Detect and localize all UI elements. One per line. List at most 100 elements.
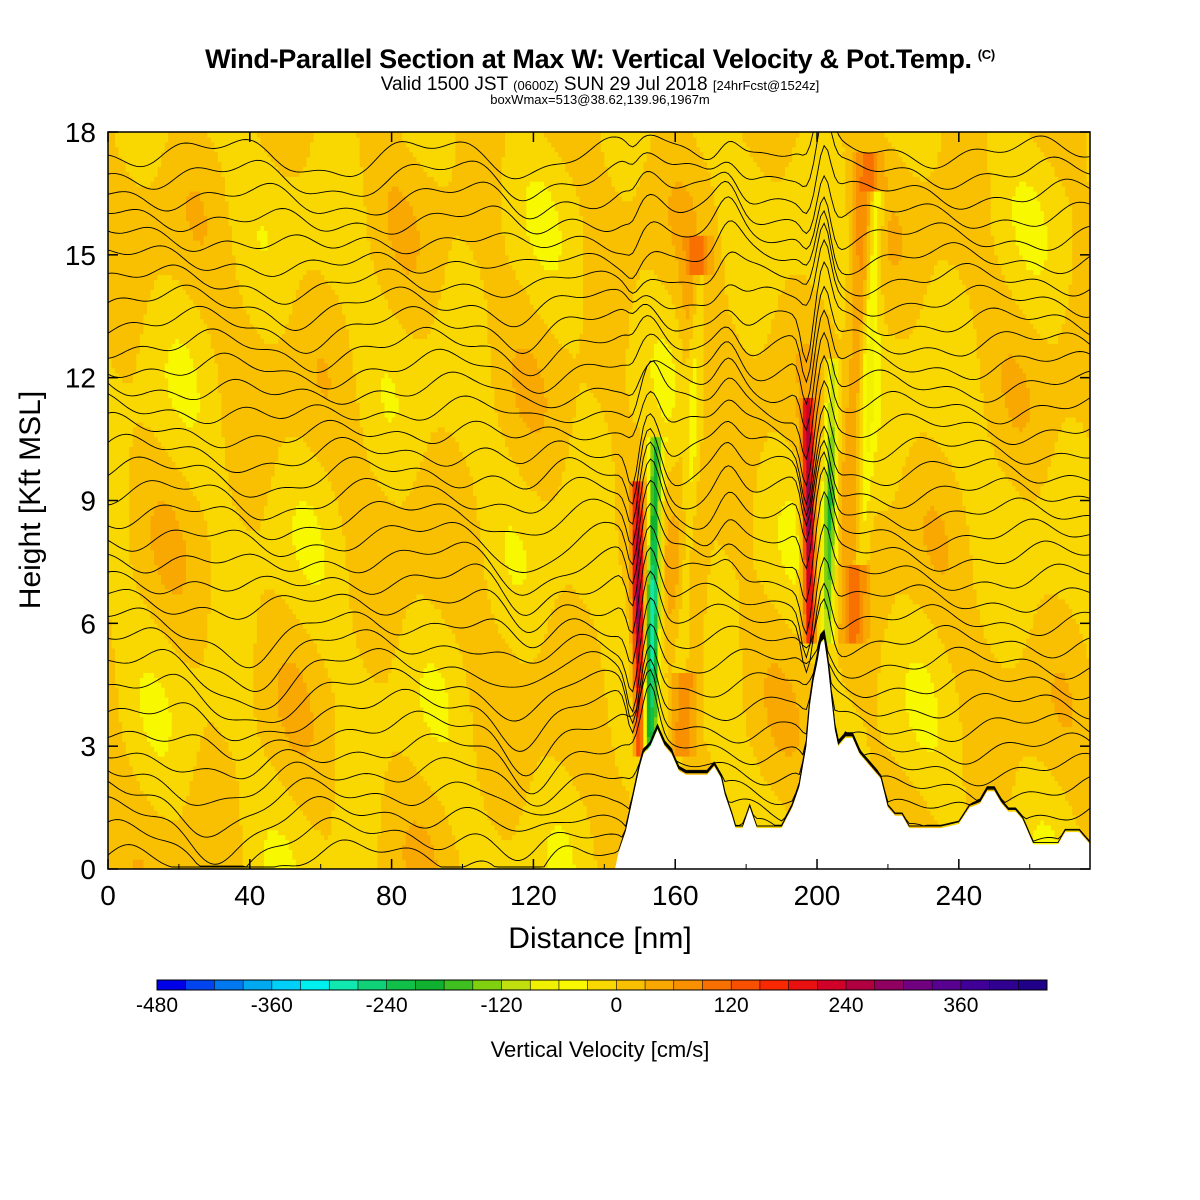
velocity-cell [157, 854, 162, 860]
velocity-cell [214, 549, 219, 556]
velocity-cell [207, 141, 212, 148]
velocity-cell [168, 323, 173, 330]
velocity-cell [207, 353, 212, 359]
velocity-cell [129, 230, 134, 236]
velocity-cell [175, 579, 180, 585]
velocity-cell [182, 638, 187, 644]
velocity-cell [118, 313, 123, 320]
velocity-cell [111, 294, 116, 300]
velocity-cell [129, 166, 134, 172]
velocity-cell [171, 726, 176, 733]
velocity-cell [217, 608, 223, 615]
velocity-cell [136, 677, 141, 683]
velocity-cell [136, 186, 141, 192]
velocity-cell [164, 343, 169, 349]
velocity-cell [129, 726, 134, 733]
velocity-cell [164, 569, 169, 575]
velocity-cell [136, 716, 141, 723]
velocity-cell [193, 711, 198, 718]
velocity-cell [136, 751, 141, 757]
velocity-cell [185, 623, 191, 629]
velocity-cell [210, 284, 215, 290]
velocity-cell [129, 426, 134, 433]
velocity-cell [171, 195, 176, 202]
velocity-cell [210, 800, 215, 806]
velocity-cell [136, 289, 141, 295]
velocity-cell [108, 284, 113, 290]
velocity-cell [136, 746, 141, 752]
velocity-cell [143, 333, 148, 339]
velocity-cell [214, 559, 219, 565]
velocity-cell [139, 235, 145, 241]
velocity-cell [161, 490, 166, 497]
velocity-cell [147, 593, 152, 600]
velocity-cell [210, 367, 215, 374]
velocity-cell [217, 397, 223, 403]
velocity-cell [132, 245, 137, 251]
velocity-cell [189, 549, 194, 556]
velocity-cell [207, 593, 212, 600]
velocity-cell [115, 844, 120, 850]
velocity-cell [178, 667, 184, 674]
velocity-cell [189, 844, 194, 850]
velocity-cell [122, 726, 127, 733]
velocity-cell [157, 480, 162, 487]
velocity-cell [129, 839, 134, 846]
velocity-cell [143, 136, 148, 143]
velocity-cell [115, 195, 120, 202]
velocity-cell [203, 662, 208, 669]
velocity-cell [203, 171, 208, 177]
velocity-cell [129, 775, 134, 782]
velocity-cell [175, 195, 180, 202]
velocity-cell [129, 171, 134, 177]
velocity-cell [193, 392, 198, 398]
velocity-cell [182, 490, 187, 497]
velocity-cell [178, 461, 184, 467]
velocity-cell [132, 362, 137, 369]
velocity-cell [203, 480, 208, 487]
velocity-cell [129, 613, 134, 620]
velocity-cell [189, 446, 194, 452]
velocity-cell [189, 726, 194, 733]
velocity-cell [196, 190, 201, 197]
velocity-cell [143, 200, 148, 207]
velocity-cell [122, 151, 127, 158]
velocity-cell [157, 810, 162, 816]
velocity-cell [157, 697, 162, 703]
velocity-cell [189, 505, 194, 511]
velocity-cell [161, 844, 166, 850]
velocity-cell [125, 549, 130, 556]
velocity-cell [175, 726, 180, 733]
velocity-cell [157, 146, 162, 153]
velocity-cell [147, 638, 152, 644]
velocity-cell [217, 412, 223, 418]
velocity-cell [200, 500, 205, 507]
velocity-cell [139, 505, 145, 511]
velocity-cell [129, 176, 134, 182]
velocity-cell [168, 215, 173, 222]
velocity-cell [171, 358, 176, 364]
velocity-cell [171, 475, 176, 482]
velocity-cell [182, 662, 187, 669]
velocity-cell [132, 407, 137, 413]
velocity-cell [171, 588, 176, 595]
velocity-cell [161, 186, 166, 192]
velocity-cell [189, 785, 194, 791]
velocity-cell [164, 461, 169, 467]
velocity-cell [200, 633, 205, 639]
velocity-cell [154, 348, 159, 354]
velocity-cell [200, 264, 205, 271]
velocity-cell [193, 348, 198, 354]
velocity-cell [200, 721, 205, 728]
velocity-cell [122, 382, 127, 389]
velocity-cell [154, 652, 159, 659]
velocity-cell [118, 171, 123, 177]
velocity-cell [164, 220, 169, 226]
velocity-cell [154, 864, 159, 869]
velocity-cell [217, 613, 223, 620]
velocity-cell [221, 755, 226, 762]
velocity-cell [129, 392, 134, 398]
velocity-cell [214, 839, 219, 846]
velocity-cell [217, 471, 223, 477]
velocity-cell [200, 593, 205, 600]
